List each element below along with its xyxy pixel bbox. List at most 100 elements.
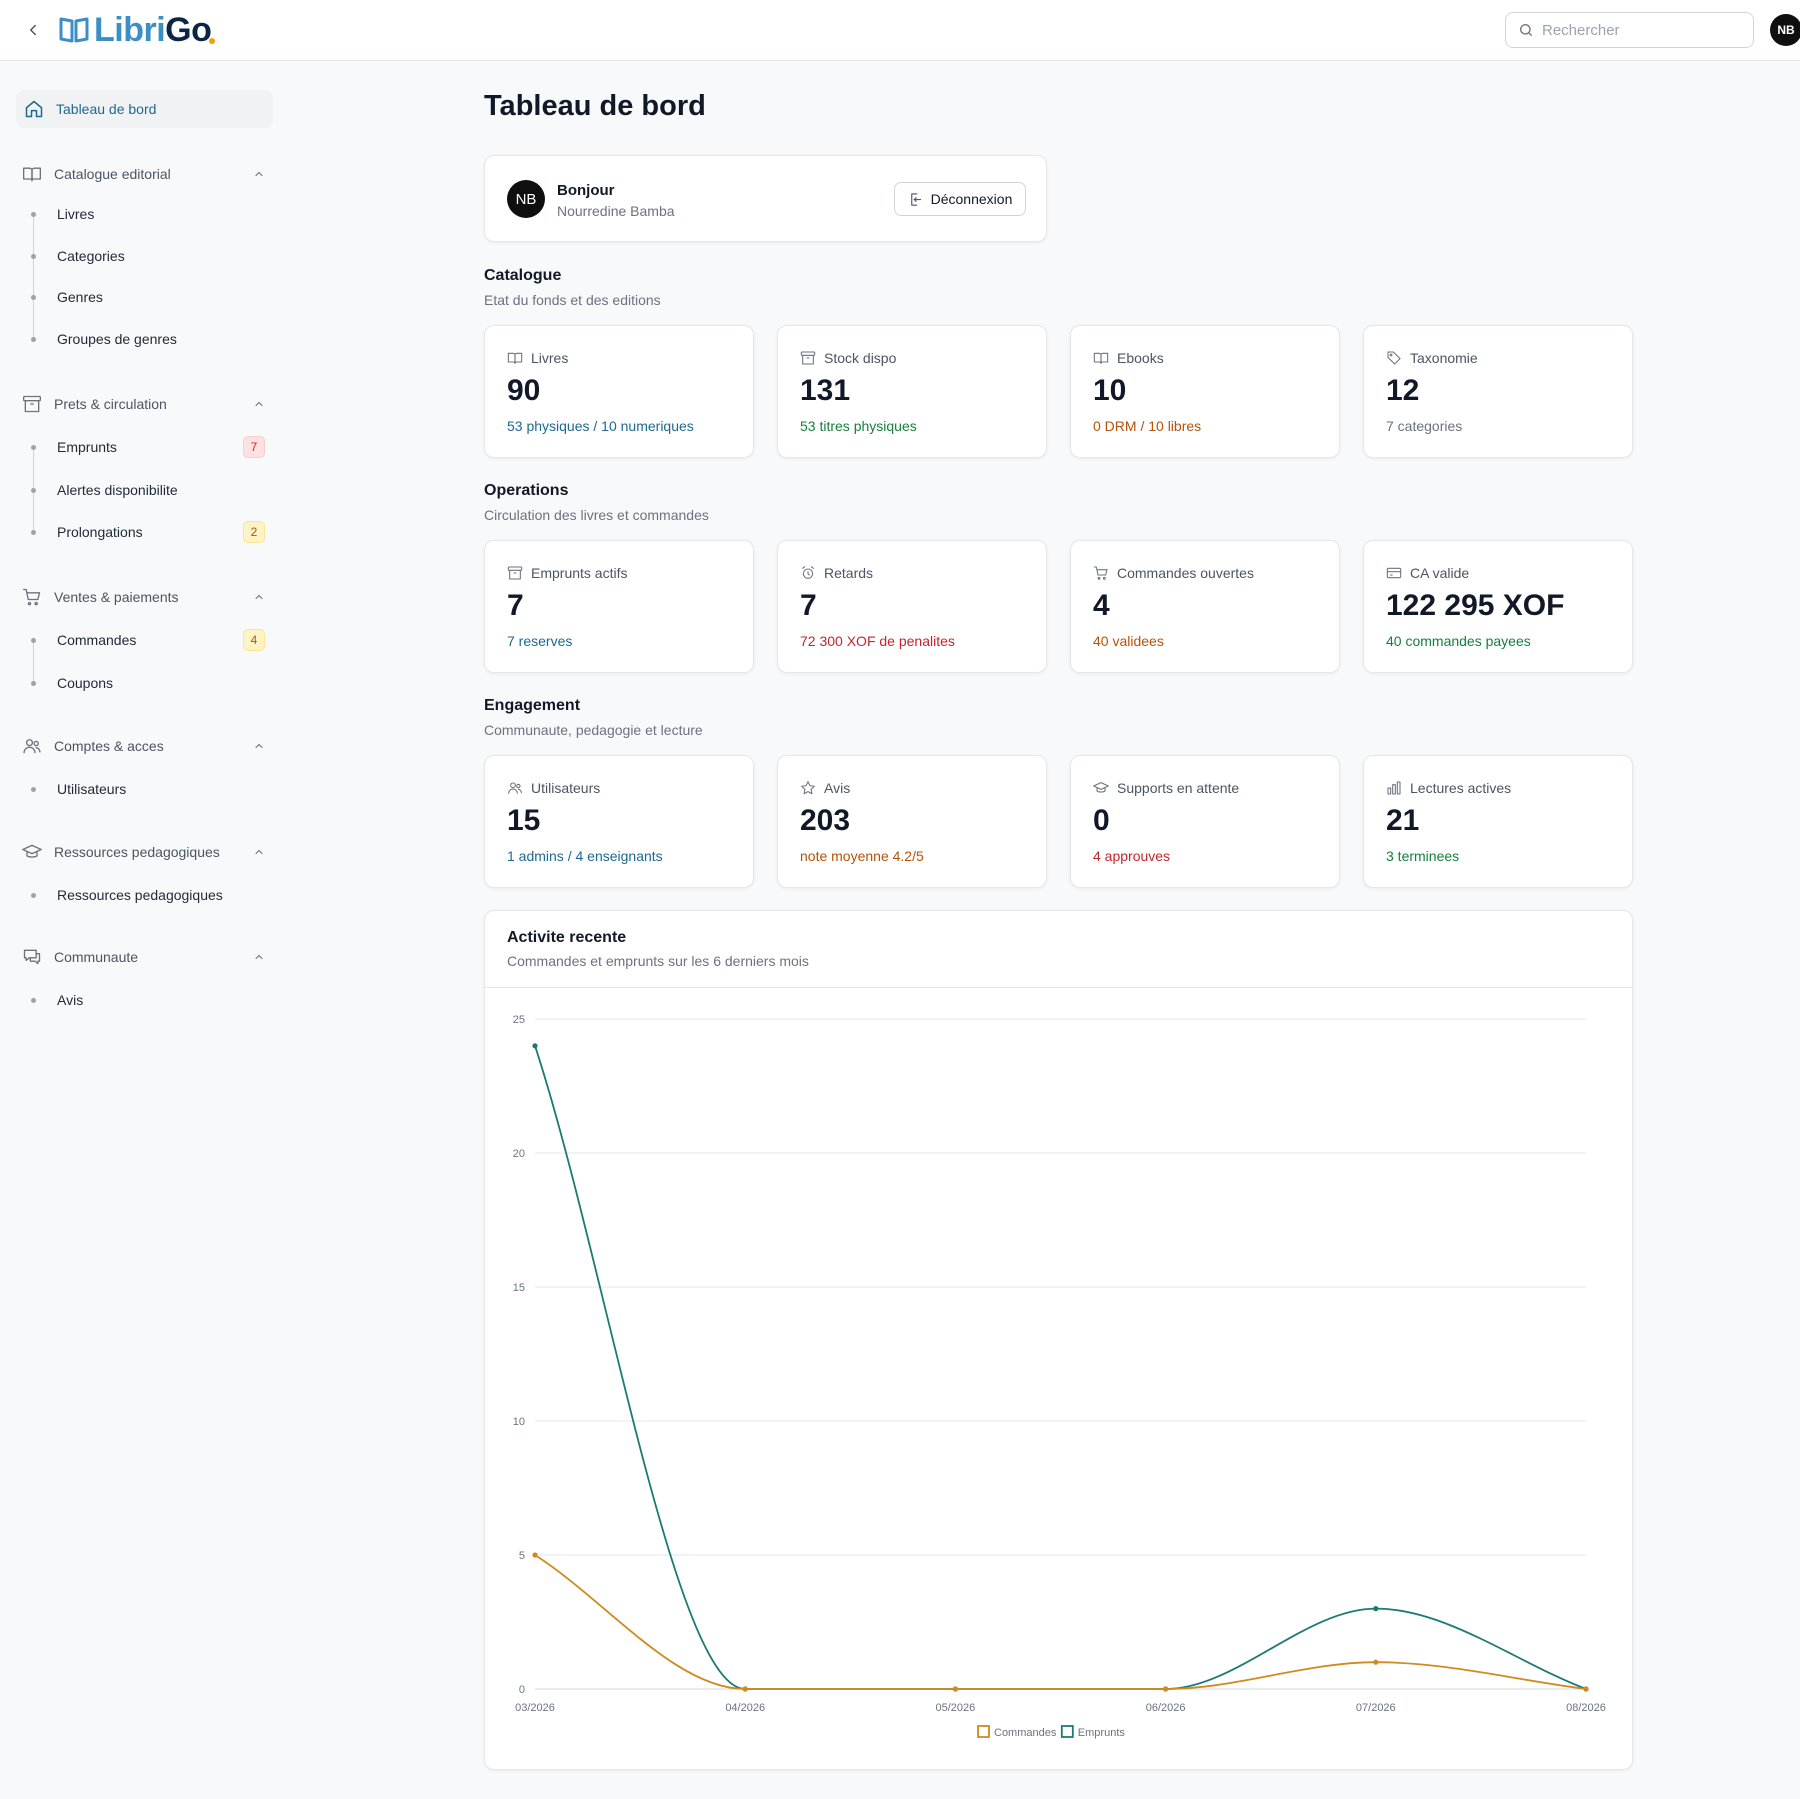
sidebar-item-label: Alertes disponibilite bbox=[57, 482, 178, 498]
sidebar-group-label: Comptes & acces bbox=[54, 738, 164, 754]
sidebar-group-label: Communaute bbox=[54, 949, 139, 965]
sidebar-item-label: Avis bbox=[57, 992, 84, 1008]
data-point-commandes bbox=[1583, 1686, 1589, 1692]
legend-label-commandes: Commandes bbox=[994, 1727, 1057, 1739]
open-book-logo-icon bbox=[59, 17, 89, 43]
sidebar-item-avis[interactable]: Avis bbox=[57, 984, 273, 1016]
stat-detail: 40 commandes payees bbox=[1386, 633, 1531, 649]
y-tick-label: 25 bbox=[513, 1014, 525, 1026]
alarm-clock-icon bbox=[802, 566, 814, 579]
data-point-commandes bbox=[1163, 1686, 1169, 1692]
logo[interactable]: LibriGo bbox=[58, 10, 216, 50]
stat-card-taxonomie: Taxonomie 12 7 categories bbox=[1363, 325, 1633, 458]
stat-detail: 4 approuves bbox=[1093, 848, 1171, 864]
stat-detail: note moyenne 4.2/5 bbox=[800, 848, 924, 864]
stat-value: 10 bbox=[1093, 374, 1127, 407]
data-point-commandes bbox=[1373, 1659, 1379, 1665]
stat-value: 7 bbox=[800, 589, 817, 622]
logout-button[interactable]: Déconnexion bbox=[894, 182, 1026, 216]
welcome-avatar: NB bbox=[507, 180, 545, 218]
tree-bullet bbox=[31, 681, 36, 686]
stat-value: 4 bbox=[1093, 589, 1110, 622]
stat-card-lectures: Lectures actives 21 3 terminees bbox=[1363, 755, 1633, 888]
stat-detail: 0 DRM / 10 libres bbox=[1093, 418, 1202, 434]
tree-bullet bbox=[31, 445, 36, 450]
sidebar-item-ressources[interactable]: Ressources pedagogiques bbox=[57, 879, 273, 911]
stat-label: Ebooks bbox=[1117, 350, 1164, 366]
sidebar-group-ressources[interactable]: Ressources pedagogiques bbox=[16, 836, 273, 868]
section-title-catalogue: Catalogue bbox=[484, 267, 562, 284]
x-tick-label: 07/2026 bbox=[1356, 1702, 1396, 1714]
data-point-commandes bbox=[742, 1686, 748, 1692]
sidebar-item-categories[interactable]: Categories bbox=[57, 240, 273, 272]
sidebar-group-comptes[interactable]: Comptes & acces bbox=[16, 730, 273, 762]
sidebar-group-prets[interactable]: Prets & circulation bbox=[16, 388, 273, 420]
stat-detail: 72 300 XOF de penalites bbox=[800, 633, 955, 649]
section-subtitle-catalogue: Etat du fonds et des editions bbox=[484, 292, 661, 308]
sidebar-item-emprunts[interactable]: Emprunts 7 bbox=[57, 431, 273, 463]
stat-card-supports: Supports en attente 0 4 approuves bbox=[1070, 755, 1340, 888]
star-icon bbox=[801, 781, 815, 795]
sidebar-item-genres[interactable]: Genres bbox=[57, 281, 273, 313]
stat-label: Supports en attente bbox=[1117, 780, 1240, 796]
chart-subtitle: Commandes et emprunts sur les 6 derniers… bbox=[507, 953, 809, 969]
welcome-card: NB Bonjour Nourredine Bamba Déconnexion bbox=[484, 155, 1047, 242]
tree-bullet bbox=[31, 212, 36, 217]
series-line-emprunts bbox=[534, 1045, 1587, 1690]
book-icon bbox=[23, 167, 41, 182]
count-badge: 2 bbox=[243, 521, 265, 543]
divider bbox=[485, 987, 1632, 988]
search-box[interactable] bbox=[1505, 12, 1754, 48]
tree-bullet bbox=[31, 337, 36, 342]
sidebar-item-label: Utilisateurs bbox=[57, 781, 127, 797]
sidebar-item-utilisateurs[interactable]: Utilisateurs bbox=[57, 773, 273, 805]
open-book-icon bbox=[1093, 352, 1109, 364]
sidebar-item-livres[interactable]: Livres bbox=[57, 198, 273, 230]
search-input[interactable] bbox=[1542, 21, 1732, 39]
archive-icon bbox=[800, 351, 816, 365]
sidebar-group-communaute[interactable]: Communaute bbox=[16, 941, 273, 973]
archive-icon bbox=[23, 395, 41, 413]
stat-label: Lectures actives bbox=[1410, 780, 1512, 796]
stat-detail: 7 reserves bbox=[507, 633, 573, 649]
page-title: Tableau de bord bbox=[484, 90, 706, 122]
stat-value: 21 bbox=[1386, 804, 1420, 837]
stat-detail: 1 admins / 4 enseignants bbox=[507, 848, 663, 864]
data-point-emprunts bbox=[1373, 1606, 1379, 1612]
sidebar-item-coupons[interactable]: Coupons bbox=[57, 667, 273, 699]
credit-card-icon bbox=[1386, 567, 1402, 579]
legend-swatch-emprunts bbox=[1060, 1725, 1074, 1738]
stat-value: 7 bbox=[507, 589, 524, 622]
data-point-emprunts bbox=[532, 1043, 538, 1049]
stat-label: Retards bbox=[824, 565, 874, 581]
stat-value: 131 bbox=[800, 374, 851, 407]
back-button[interactable] bbox=[20, 17, 46, 43]
count-badge: 4 bbox=[243, 629, 265, 651]
stat-value: 203 bbox=[800, 804, 851, 837]
series-line-commandes bbox=[534, 1554, 1587, 1690]
stat-value: 12 bbox=[1386, 374, 1420, 407]
chevron-up-icon bbox=[255, 849, 263, 855]
users-icon bbox=[508, 782, 522, 794]
sidebar-item-prolongations[interactable]: Prolongations 2 bbox=[57, 516, 273, 548]
sidebar-item-groupes-genres[interactable]: Groupes de genres bbox=[57, 323, 273, 355]
sidebar: Tableau de bord Catalogue editorial Livr… bbox=[0, 62, 290, 1799]
stat-label: Utilisateurs bbox=[531, 780, 601, 796]
sidebar-group-ventes[interactable]: Ventes & paiements bbox=[16, 581, 273, 613]
sidebar-item-dashboard[interactable]: Tableau de bord bbox=[16, 90, 273, 128]
sidebar-group-catalogue[interactable]: Catalogue editorial bbox=[16, 158, 273, 190]
section-subtitle-operations: Circulation des livres et commandes bbox=[484, 507, 709, 523]
stat-label: Avis bbox=[824, 780, 851, 796]
stat-card-ca-valide: CA valide 122 295 XOF 40 commandes payee… bbox=[1363, 540, 1633, 673]
user-avatar[interactable]: NB bbox=[1770, 14, 1800, 46]
sidebar-item-commandes[interactable]: Commandes 4 bbox=[57, 624, 273, 656]
activity-line-chart: 0 5 10 15 20 25 03/2026 04/2026 05/2026 06/2026 07… bbox=[513, 1014, 1606, 1739]
tree-bullet bbox=[31, 893, 36, 898]
logo-text-go: Go bbox=[165, 10, 212, 49]
sidebar-item-alertes[interactable]: Alertes disponibilite bbox=[57, 474, 273, 506]
sidebar-item-label: Commandes bbox=[57, 632, 137, 648]
sidebar-group-label: Ventes & paiements bbox=[54, 589, 179, 605]
stat-detail: 53 titres physiques bbox=[800, 418, 917, 434]
chevron-up-icon bbox=[255, 171, 263, 177]
stat-card-livres: Livres 90 53 physiques / 10 numeriques bbox=[484, 325, 754, 458]
